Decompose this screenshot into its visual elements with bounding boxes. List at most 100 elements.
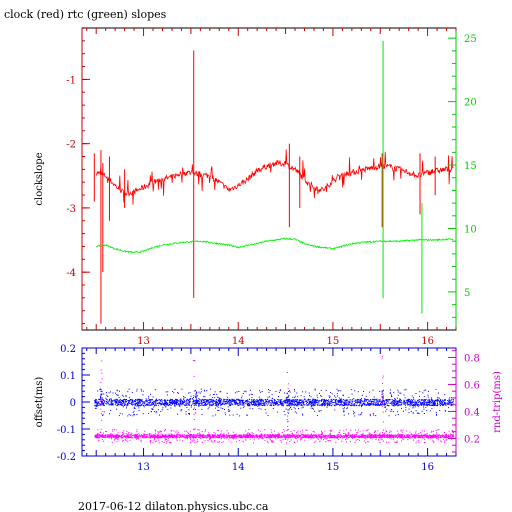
data-point [267,442,269,444]
data-point [194,436,196,438]
data-point [307,404,308,406]
data-point [321,437,323,439]
data-point [393,405,395,407]
data-point [433,436,434,438]
data-point [224,398,226,400]
data-point [330,433,331,435]
data-point [247,434,249,436]
data-point [131,399,133,401]
data-point [241,435,243,437]
data-point [142,390,144,392]
data-point [380,404,382,406]
data-point [109,435,111,437]
data-point [181,388,183,390]
data-point [401,407,402,409]
data-point [225,400,227,402]
data-point [293,400,295,402]
data-point [450,404,452,406]
data-point [212,404,214,406]
data-point [209,404,211,406]
data-point [196,439,198,441]
data-point [438,392,439,394]
data-point [180,401,182,402]
data-point [290,436,292,438]
data-point [336,393,338,395]
data-point [196,435,198,437]
data-point [177,437,179,438]
data-point [170,401,172,403]
data-point [297,430,299,432]
data-point [102,400,103,402]
data-point [153,406,155,408]
data-point [94,401,96,403]
data-point [180,402,181,403]
data-point [97,429,99,431]
data-point [247,432,249,434]
data-point [198,402,200,404]
data-point [107,396,109,397]
data-point [315,400,316,402]
data-point [339,400,341,402]
data-point [280,402,282,404]
data-point [236,434,238,436]
data-point [218,399,220,400]
data-point [124,403,126,405]
data-point [261,436,263,438]
data-point [234,402,236,404]
data-point [216,405,218,407]
data-point [160,402,162,404]
data-point [136,431,138,433]
data-point [161,399,163,400]
data-point [307,437,309,439]
data-point [180,436,182,438]
data-point [116,408,117,410]
data-point [181,403,183,405]
data-point [430,436,432,438]
data-point [154,432,156,434]
data-point [290,401,292,402]
data-point [226,403,228,405]
data-point [185,437,187,439]
data-point [248,394,250,396]
data-point [247,401,249,403]
data-point [174,403,176,404]
data-point [261,399,263,401]
data-point [125,433,127,435]
data-point [206,435,208,437]
data-point [326,435,328,437]
data-point [348,404,350,406]
spike-point [382,397,384,399]
data-point [155,399,156,401]
data-point [270,403,272,405]
data-point [272,403,274,405]
data-point [446,439,448,441]
data-point [321,399,323,401]
data-point [251,399,253,401]
data-point [268,400,270,402]
data-point [258,396,260,398]
data-point [138,405,139,407]
data-point [370,401,372,403]
data-point [97,405,99,407]
data-point [381,434,383,436]
spike-point [382,393,384,395]
data-point [306,401,308,403]
data-point [387,437,389,438]
data-point [307,399,309,401]
data-point [360,436,362,438]
data-point [337,403,339,405]
data-point [439,410,441,412]
data-point [393,400,395,401]
data-point [164,436,166,438]
data-point [135,399,137,401]
data-point [164,404,165,406]
data-point [299,431,301,433]
data-point [403,401,404,403]
data-point [324,437,326,439]
data-point [198,437,200,438]
data-point [283,403,285,405]
data-point [240,400,242,401]
data-point [313,408,314,410]
data-point [386,403,388,405]
data-point [324,400,326,402]
